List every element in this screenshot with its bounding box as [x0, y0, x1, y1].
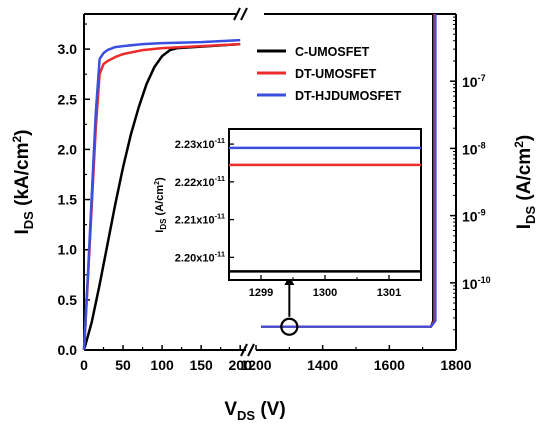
inset-plot: 1299 1300 1301 2.20x10-11 2.21x10-11 2.22x10-…: [154, 128, 422, 299]
left-x-tick-label: 150: [189, 357, 213, 373]
axis-break-mark: [240, 7, 248, 21]
legend-label: C-UMOSFET: [295, 45, 370, 59]
legend: C-UMOSFET DT-UMOSFET DT-HJDUMOSFET: [257, 45, 402, 103]
left-x-tick-label: 100: [150, 357, 174, 373]
axis-break-mark: [240, 343, 248, 357]
right-x-tick-label: 1600: [374, 357, 405, 373]
left-y-axis-title: IDS (kA/cm2): [10, 130, 36, 235]
right-y-tick-label: 10-8: [462, 140, 486, 157]
right-x-tick-label: 1200: [240, 357, 271, 373]
axis-titles: VDS (V) IDS (kA/cm2) IDS (A/cm2): [10, 130, 538, 424]
left-y-tick-label: 3.0: [58, 41, 78, 57]
legend-label: DT-HJDUMOSFET: [295, 89, 402, 103]
right-x-tick-label: 1800: [440, 357, 471, 373]
left-y-tick-label: 0.0: [58, 342, 78, 358]
tick-labels: 0 50 100 150 200 0.0 0.5 1.0 1.5 2.0 2.5 3.0 1200 140…: [58, 41, 491, 373]
inset-frame: [228, 128, 422, 281]
left-y-tick-label: 1.5: [58, 192, 78, 208]
left-y-tick-label: 2.5: [58, 91, 78, 107]
inset-x-tick-label: 1300: [313, 287, 337, 299]
left-x-tick-label: 200: [229, 357, 253, 373]
series-lines: [82, 14, 437, 351]
blocking-line-dt-hjdumosfet: [261, 14, 437, 328]
left-y-tick-label: 0.5: [58, 292, 78, 308]
right-y-tick-label: 10-9: [462, 208, 486, 225]
inset-y-tick-label: 2.23x10-11: [175, 136, 225, 151]
left-y-tick-label: 1.0: [58, 242, 78, 258]
left-x-tick-label: 0: [80, 357, 88, 373]
series-line-dt-hjdumosfet: [82, 38, 241, 351]
right-x-tick-label: 1400: [307, 357, 338, 373]
left-y-tick-label: 2.0: [58, 141, 78, 157]
inset-y-tick-label: 2.21x10-11: [175, 212, 225, 227]
right-y-tick-label: 10-10: [462, 275, 491, 292]
inset-x-tick-label: 1301: [377, 287, 401, 299]
right-y-tick-label: 10-7: [462, 73, 486, 90]
inset-y-tick-label: 2.20x10-11: [175, 249, 225, 264]
legend-label: DT-UMOSFET: [295, 67, 377, 81]
inset-y-axis-title: IDS (A/cm2): [154, 177, 168, 233]
right-y-axis-title: IDS (A/cm2): [512, 135, 538, 229]
x-axis-title: VDS (V): [224, 399, 285, 423]
axis-ticks: [83, 16, 457, 351]
axis-break-mark: [233, 7, 241, 21]
inset-x-tick-label: 1299: [249, 287, 273, 299]
inset-y-tick-label: 2.22x10-11: [175, 174, 225, 189]
left-x-tick-label: 50: [115, 357, 131, 373]
axis-break-mark: [247, 343, 255, 357]
zoom-marker-circle: [280, 317, 299, 336]
